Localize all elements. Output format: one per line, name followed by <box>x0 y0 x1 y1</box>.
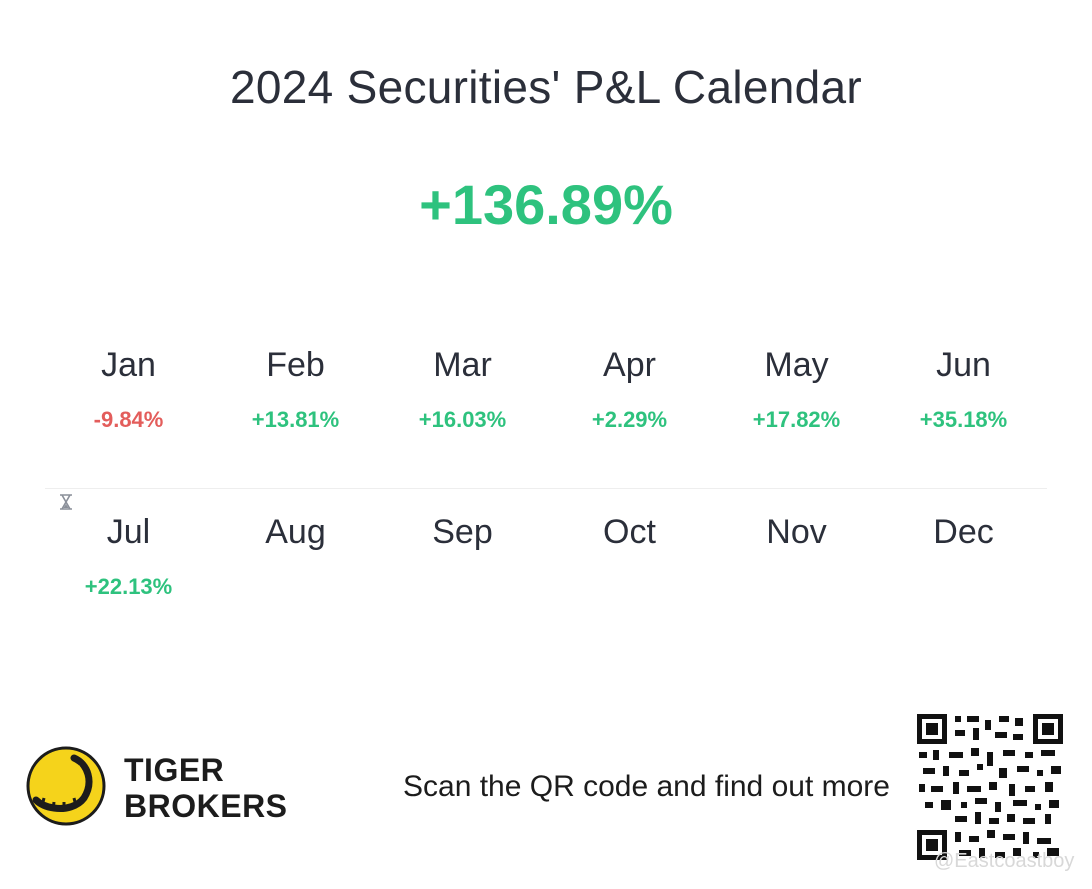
tiger-logo-icon <box>26 746 106 826</box>
hourglass-icon <box>60 494 72 510</box>
month-return: +22.13% <box>84 574 173 599</box>
month-cell[interactable]: Nov <box>713 489 880 649</box>
calendar-row: Jul +22.13% Aug Sep Oct Nov Dec <box>45 488 1047 649</box>
month-cell[interactable]: Jul +22.13% <box>45 489 212 649</box>
month-label: Nov <box>766 513 827 551</box>
month-label: Jun <box>936 346 991 384</box>
total-return: +136.89% <box>419 173 673 236</box>
month-label: Jul <box>106 513 151 551</box>
month-label: Sep <box>432 513 493 551</box>
footer: TIGER BROKERS Scan the QR code and find … <box>0 700 1092 880</box>
month-label: Aug <box>265 513 326 551</box>
month-calendar: Jan -9.84% Feb +13.81% Mar +16.03% Apr +… <box>45 338 1047 649</box>
watermark: @Eastcoastboy <box>934 850 1075 872</box>
brand-name: TIGER BROKERS <box>124 752 288 824</box>
month-cell[interactable]: Jun +35.18% <box>880 338 1047 488</box>
month-return: -9.84% <box>93 407 164 432</box>
month-cell[interactable]: Feb +13.81% <box>212 338 379 488</box>
month-cell[interactable]: Jan -9.84% <box>45 338 212 488</box>
brand-line: BROKERS <box>124 788 288 824</box>
month-cell[interactable]: Mar +16.03% <box>379 338 546 488</box>
month-cell[interactable]: Sep <box>379 489 546 649</box>
month-cell[interactable]: Apr +2.29% <box>546 338 713 488</box>
month-label: Jan <box>101 346 156 384</box>
month-return: +16.03% <box>418 407 507 432</box>
month-cell[interactable]: Aug <box>212 489 379 649</box>
month-return: +2.29% <box>591 407 668 432</box>
month-label: Feb <box>266 346 325 384</box>
month-cell[interactable]: Oct <box>546 489 713 649</box>
month-label: Dec <box>933 513 994 551</box>
page-title: 2024 Securities' P&L Calendar <box>229 61 863 113</box>
scan-cta: Scan the QR code and find out more <box>403 770 890 803</box>
month-cell[interactable]: Dec <box>880 489 1047 649</box>
month-return: +13.81% <box>251 407 340 432</box>
month-label: May <box>764 346 829 384</box>
month-label: Oct <box>603 513 656 551</box>
month-return: +35.18% <box>919 407 1008 432</box>
month-cell[interactable]: May +17.82% <box>713 338 880 488</box>
calendar-row: Jan -9.84% Feb +13.81% Mar +16.03% Apr +… <box>45 338 1047 488</box>
month-label: Apr <box>603 346 656 384</box>
month-label: Mar <box>433 346 492 384</box>
brand-line: TIGER <box>124 752 225 788</box>
month-return: +17.82% <box>752 407 841 432</box>
qr-code-icon[interactable] <box>915 712 1065 862</box>
